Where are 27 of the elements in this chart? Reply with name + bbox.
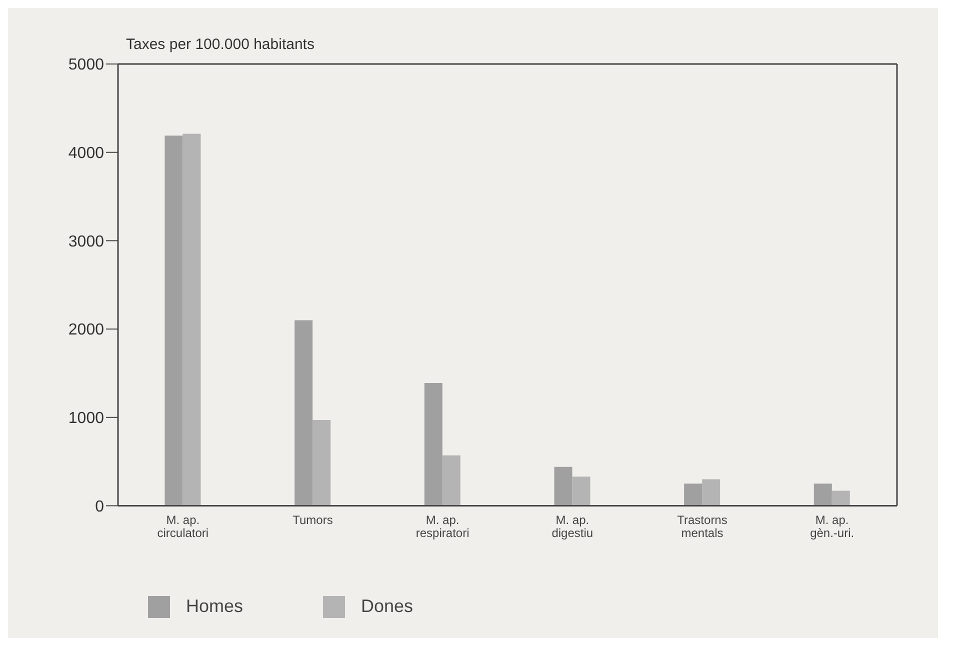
y-tick-label: 3000 — [68, 233, 104, 250]
bar — [684, 484, 702, 506]
bar — [554, 466, 572, 506]
y-tick-label: 5000 — [68, 56, 104, 74]
x-tick-label: Trastorns mentals — [677, 512, 728, 540]
x-tick-label: Tumors — [292, 512, 333, 527]
bar — [572, 476, 590, 506]
bar — [832, 490, 850, 506]
y-axis-title: Taxes per 100.000 habitants — [126, 36, 314, 53]
x-tick-label: M. ap. circulatori — [157, 512, 209, 540]
x-tick-label: M. ap. respiratori — [416, 512, 470, 540]
bar — [294, 320, 313, 506]
bar — [814, 484, 832, 506]
bar — [424, 382, 442, 506]
x-tick-label: M. ap. gèn.-uri. — [810, 512, 854, 540]
bar — [164, 136, 183, 506]
y-tick-label: 4000 — [68, 145, 104, 162]
y-tick-label: 0 — [95, 498, 104, 516]
legend-label: Homes — [186, 596, 244, 616]
legend-label: Dones — [361, 596, 414, 616]
bar — [702, 479, 720, 506]
y-tick-label: 2000 — [68, 322, 104, 339]
x-tick-label: M. ap. digestiu — [552, 512, 594, 540]
bar — [442, 455, 460, 506]
bar — [182, 134, 201, 506]
bar — [312, 420, 331, 506]
y-tick-label: 1000 — [68, 410, 104, 428]
